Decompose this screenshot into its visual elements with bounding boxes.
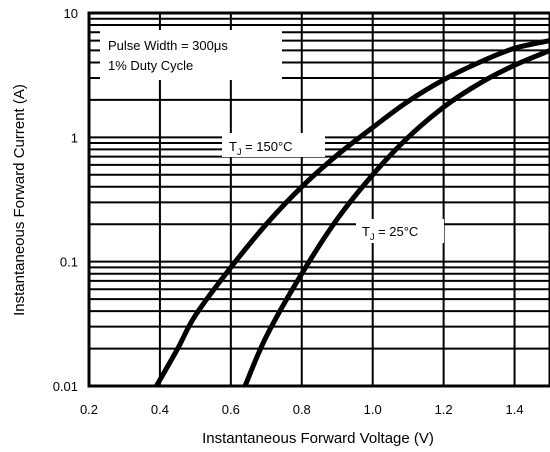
y-axis-title: Instantaneous Forward Current (A) bbox=[11, 84, 28, 316]
y-tick-label: 1 bbox=[71, 130, 78, 145]
y-tick-label: 10 bbox=[64, 6, 78, 21]
series-lines bbox=[154, 38, 550, 388]
series-line-0 bbox=[154, 38, 550, 388]
series-label-25c: TJ = 25°C bbox=[362, 224, 418, 242]
plot-border bbox=[87, 11, 550, 388]
series-line-1 bbox=[242, 48, 550, 388]
series-label-bg-25 bbox=[356, 219, 444, 243]
x-tick-label: 0.6 bbox=[222, 402, 240, 417]
series-label-bg-150 bbox=[222, 133, 325, 157]
x-tick-label: 1.2 bbox=[435, 402, 453, 417]
plot-frame bbox=[87, 11, 550, 388]
x-axis-title: Instantaneous Forward Voltage (V) bbox=[202, 430, 434, 447]
series-label-150c: TJ = 150°C bbox=[229, 139, 293, 157]
y-tick-label: 0.1 bbox=[60, 255, 78, 270]
tick-labels: 0.2 0.4 0.6 0.8 1.0 1.2 1.4 0.01 0.1 1 10 bbox=[53, 6, 524, 417]
y-tick-label: 0.01 bbox=[53, 379, 78, 394]
x-tick-label: 1.4 bbox=[505, 402, 523, 417]
annotation-pulse-width: Pulse Width = 300μs bbox=[108, 38, 228, 53]
x-tick-label: 1.0 bbox=[364, 402, 382, 417]
annotation-box bbox=[100, 30, 282, 80]
x-tick-label: 0.4 bbox=[151, 402, 169, 417]
x-tick-label: 0.2 bbox=[80, 402, 98, 417]
annotation-duty-cycle: 1% Duty Cycle bbox=[108, 58, 193, 73]
x-tick-label: 0.8 bbox=[293, 402, 311, 417]
